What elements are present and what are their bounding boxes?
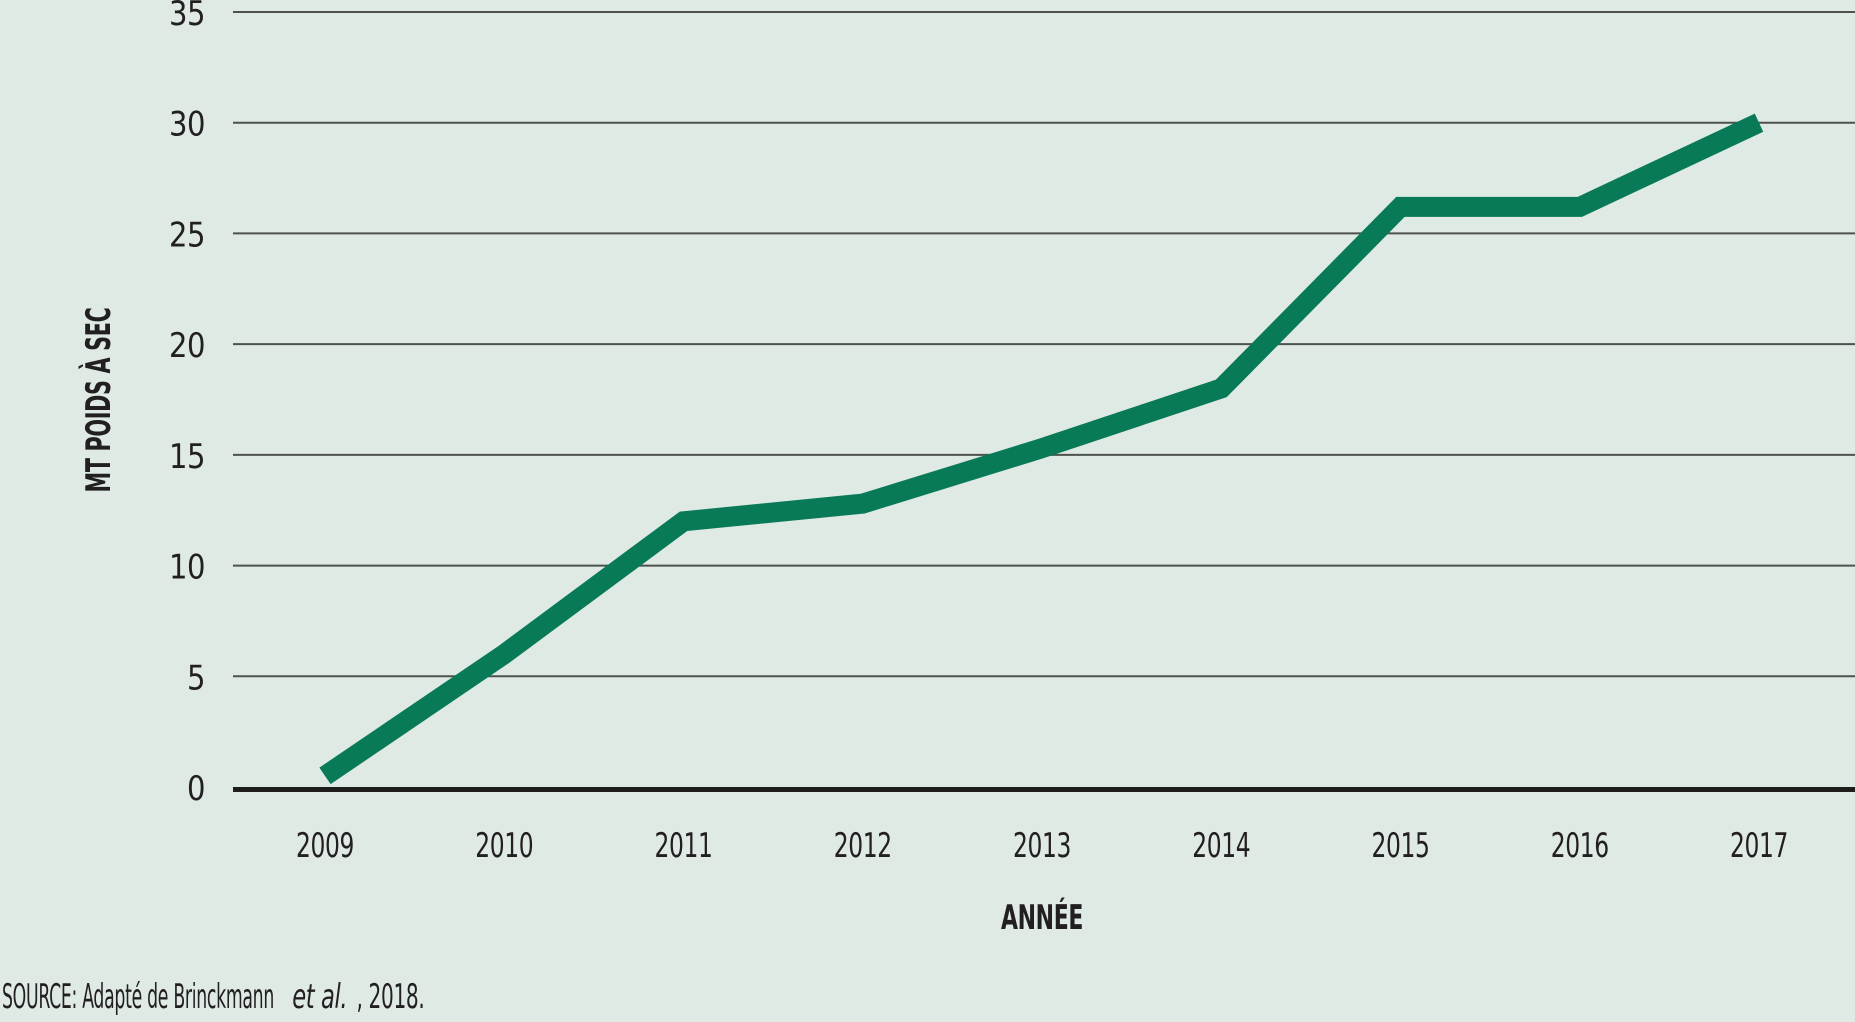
data-line bbox=[319, 113, 1764, 785]
source-note-suffix: , 2018. bbox=[356, 977, 424, 1017]
y-tick-label: 25 bbox=[169, 215, 205, 255]
source-note-prefix: SOURCE: Adapté de Brinckmann bbox=[2, 977, 274, 1017]
gridlines bbox=[233, 10, 1855, 678]
y-tick-label: 20 bbox=[169, 326, 205, 366]
x-tick-label: 2009 bbox=[296, 826, 354, 866]
x-axis-title: ANNÉE bbox=[1001, 897, 1083, 938]
x-tick-label: 2014 bbox=[1192, 826, 1250, 866]
y-tick-labels: 0 5 10 15 20 25 30 35 bbox=[169, 0, 206, 809]
y-tick-label: 10 bbox=[169, 548, 205, 588]
y-tick-label: 0 bbox=[187, 769, 205, 809]
x-tick-label: 2015 bbox=[1372, 826, 1430, 866]
y-tick-label: 35 bbox=[169, 0, 205, 34]
y-tick-label: 5 bbox=[187, 658, 205, 698]
y-axis-title: MT POIDS À SEC bbox=[78, 308, 119, 493]
source-note-citation: et al. bbox=[292, 977, 347, 1017]
x-tick-label: 2013 bbox=[1013, 826, 1071, 866]
x-tick-label: 2016 bbox=[1551, 826, 1609, 866]
x-tick-label: 2017 bbox=[1730, 826, 1788, 866]
y-tick-label: 30 bbox=[169, 105, 205, 145]
x-tick-label: 2010 bbox=[475, 826, 533, 866]
x-tick-label: 2012 bbox=[834, 826, 892, 866]
x-tick-label: 2011 bbox=[655, 826, 713, 866]
source-note: SOURCE: Adapté de Brinckmann et al. , 20… bbox=[2, 977, 424, 1017]
x-tick-labels: 2009 2010 2011 2012 2013 2014 2015 2016 2017 bbox=[296, 826, 1789, 866]
y-tick-label: 15 bbox=[169, 437, 205, 477]
